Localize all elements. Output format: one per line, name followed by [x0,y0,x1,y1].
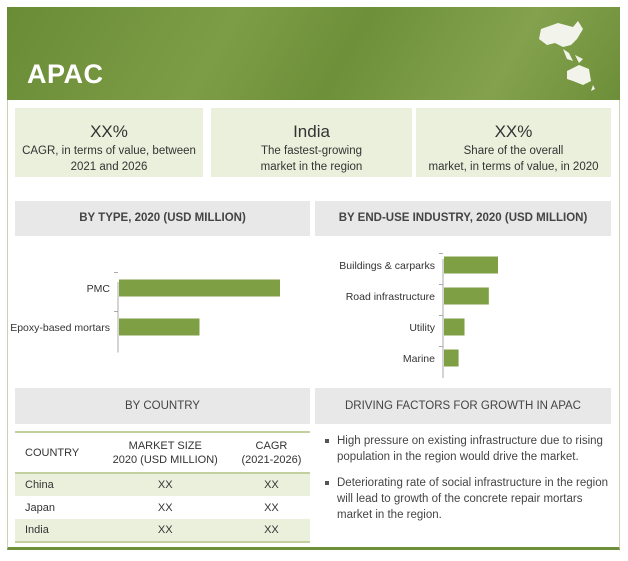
region-title: APAC [27,59,104,89]
kpi-value: XX% [90,122,128,141]
category-label: Buildings & carparks [339,260,435,272]
table-row: Japan XX XX [15,496,310,519]
kpi-label: The fastest-growing [261,145,362,157]
category-label: Utility [409,322,435,334]
cell: China [15,473,98,496]
bar-utility [444,318,465,336]
cell: XX [232,473,310,496]
drivers-title: DRIVING FACTORS FOR GROWTH IN APAC [315,388,611,424]
cell: XX [97,473,233,496]
apac-map-icon [539,21,595,91]
kpi-value: India [293,122,330,141]
cell: XX [264,501,279,514]
cell: XX [97,519,233,542]
bar-epoxy-based-mortars [119,318,200,336]
cell: XX [232,519,310,542]
country-table: COUNTRY MARKET SIZE 2020 (USD MILLION) C… [15,431,310,543]
bar-marine [444,349,459,367]
col-cagr: CAGR (2021-2026) [232,432,310,474]
bar-pmc [119,279,280,297]
bar-buildings-carparks [444,256,498,274]
by-type-chart: PMC Epoxy-based mortars [10,272,280,353]
category-label: PMC [87,283,111,295]
kpi-label: Share of the overall [463,145,564,157]
category-label: Road infrastructure [346,291,435,303]
by-country-title: BY COUNTRY [15,388,310,424]
kpi-cagr: XX% CAGR, in terms of value, between 202… [15,108,203,177]
drivers-list: High pressure on existing infrastructure… [325,433,615,533]
kpi-share: XX% Share of the overall market, in term… [416,108,611,177]
kpi-label: 2021 and 2026 [70,161,148,173]
by-type-title: BY TYPE, 2020 (USD MILLION) [15,201,310,236]
kpi-label: market, in terms of value, in 2020 [428,161,599,173]
driver-item: Deteriorating rate of social infrastruct… [325,475,615,523]
cell: XX [157,501,173,514]
bar-road-infrastructure [444,287,489,305]
driver-item: High pressure on existing infrastructure… [325,433,615,465]
col-country: COUNTRY [15,432,98,474]
col-market-size: MARKET SIZE 2020 (USD MILLION) [97,432,233,474]
kpi-value: XX% [494,122,533,141]
table-row: India XX XX [15,519,310,542]
table-row: China XX XX [15,473,310,496]
category-label: Epoxy-based mortars [10,322,110,334]
category-label: Marine [403,353,435,365]
header-banner: APAC [7,7,620,100]
cell: India [15,519,98,542]
kpi-fastest-growing: India The fastest-growing market in the … [211,108,412,177]
by-end-use-chart: Buildings & carparks Road infrastructure U… [339,253,498,378]
kpi-label: CAGR, in terms of value, between [22,145,196,157]
kpi-label: market in the region [260,161,363,173]
by-end-use-title: BY END-USE INDUSTRY, 2020 (USD MILLION) [315,201,611,236]
cell: Japan [25,501,55,514]
